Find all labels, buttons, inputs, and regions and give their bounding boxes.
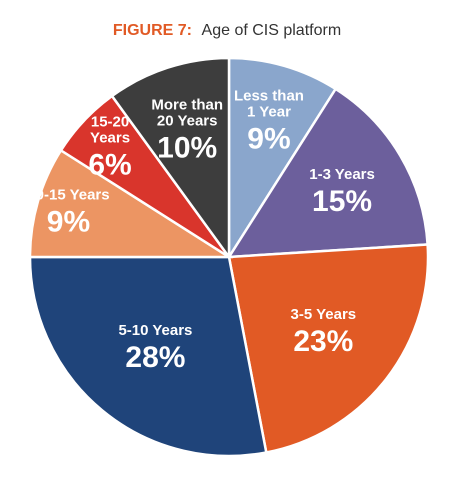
pie-slice [226,87,429,259]
slice-label: 3-5 Years 23% [291,306,357,358]
slice-category-label: Years [90,129,130,146]
pie-slice [28,255,268,458]
slice-category-label: 20 Years [157,112,218,129]
slice-value-label: 15% [312,185,372,218]
chart-title: Age of CIS platform [201,22,342,39]
pie-slice [227,243,430,454]
pie-slice [227,56,338,262]
slice-value-label: 6% [88,148,131,181]
slice-category-label: 10-15 Years [27,186,109,203]
slice-value-label: 28% [125,341,185,374]
slice-label: 5-10 Years 28% [118,322,192,374]
slice-category-label: 3-5 Years [291,306,357,323]
slice-category-label: 5-10 Years [118,322,192,339]
slice-value-label: 23% [293,325,353,358]
slice-category-label: Less than [234,87,304,104]
slice-category-label: More than [151,96,223,113]
slice-category-label: 1 Year [247,103,291,120]
pie-slice [28,148,234,259]
pie-slice [110,56,231,261]
slice-label: 1-3 Years 15% [309,166,375,218]
slice-category-label: 15-20 [91,113,129,130]
slice-value-label: 10% [157,131,217,164]
slice-value-label: 9% [247,122,290,155]
chart-title-row: FIGURE 7: Age of CIS platform [0,22,454,40]
slice-value-label: 9% [47,205,90,238]
figure-label: FIGURE 7: [112,22,192,39]
slice-label: 10-15 Years 9% [27,186,109,238]
slice-category-label: 1-3 Years [309,166,375,183]
